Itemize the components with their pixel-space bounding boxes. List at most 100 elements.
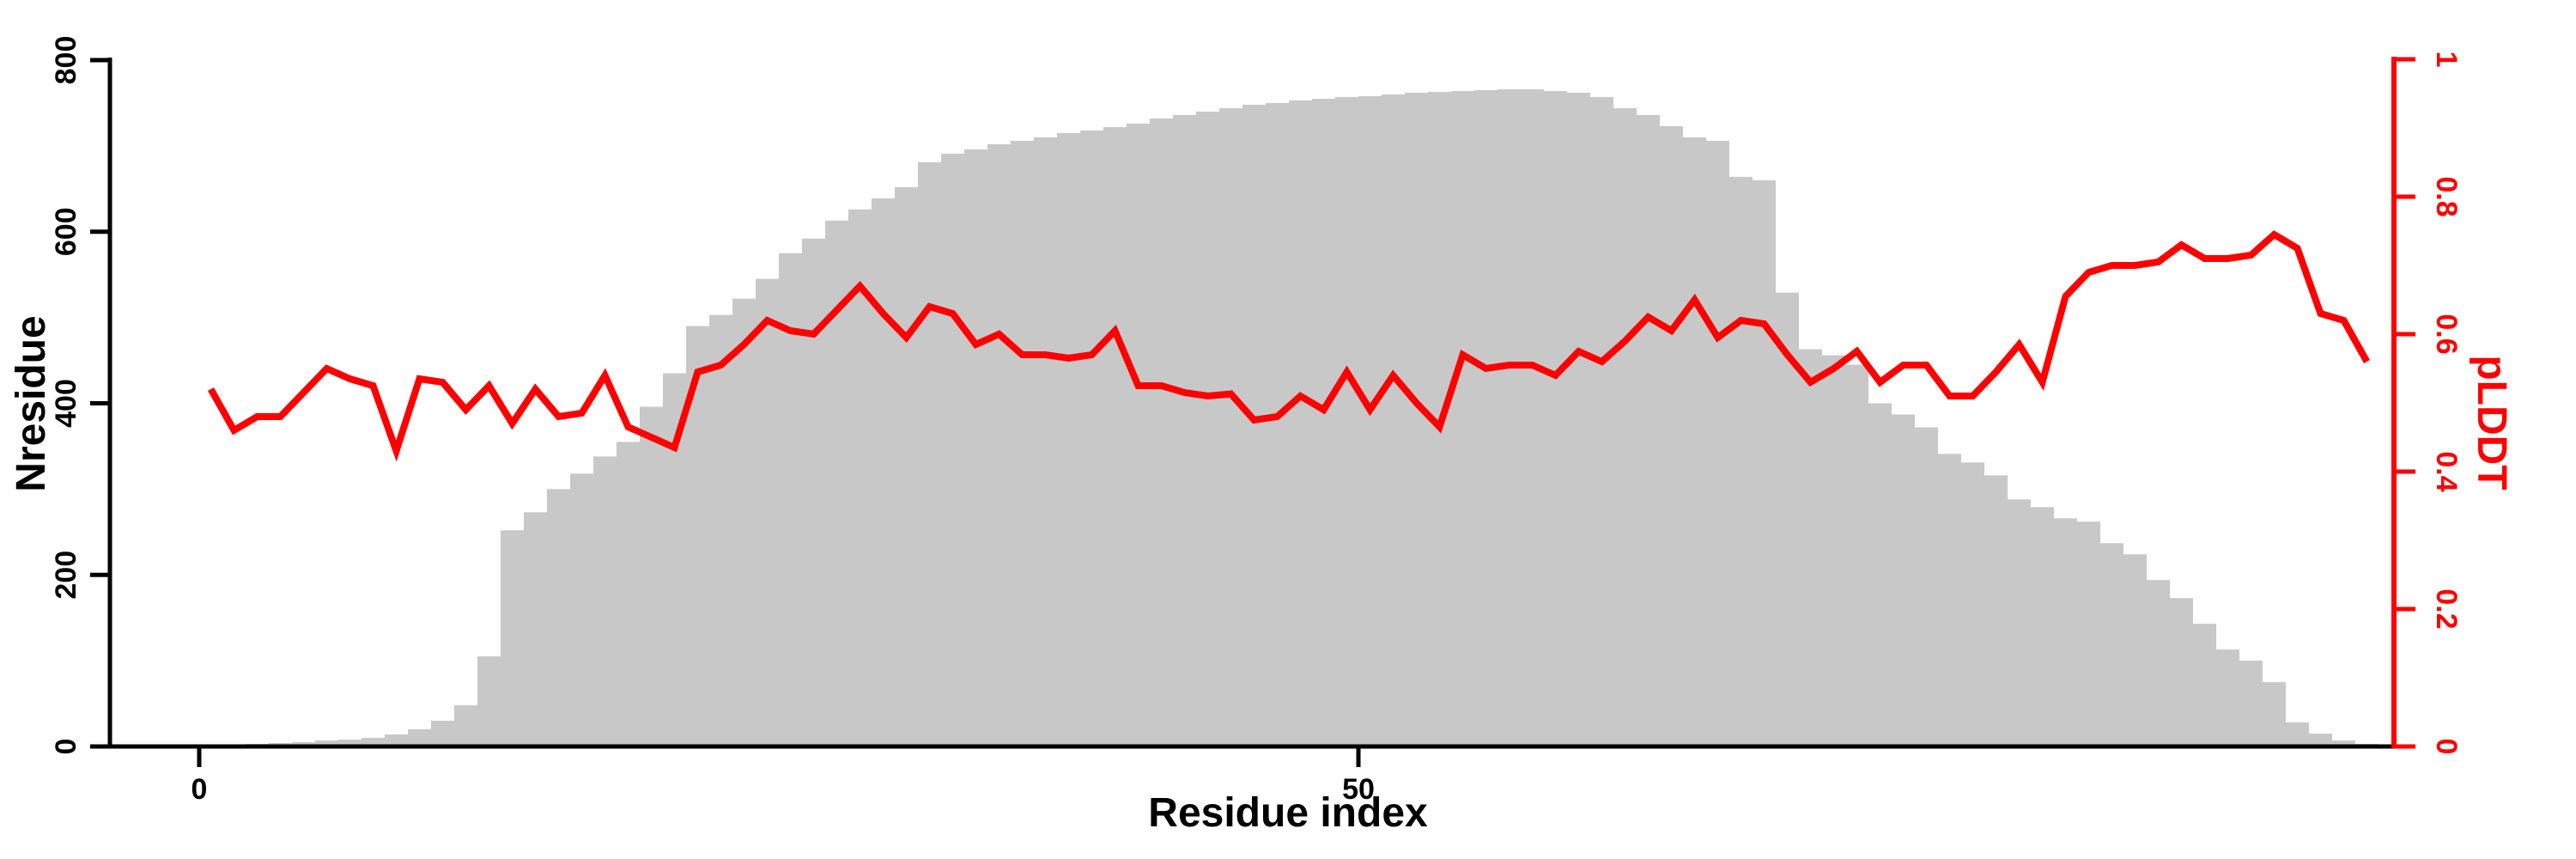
bar: [338, 740, 361, 746]
bar: [385, 734, 408, 746]
y-left-tick-label: 800: [50, 36, 82, 85]
bar: [315, 740, 338, 746]
bar: [1335, 96, 1358, 747]
bar: [2286, 722, 2309, 746]
y-right-tick-label: 0.6: [2430, 314, 2463, 354]
bar: [1011, 140, 1034, 746]
bar: [941, 153, 964, 746]
bar: [2332, 740, 2355, 746]
bar: [1660, 125, 1683, 746]
bar: [2100, 543, 2123, 746]
bar: [1034, 137, 1057, 746]
bar: [408, 729, 431, 746]
bar: [477, 656, 501, 746]
bar: [2054, 518, 2077, 746]
y-axis-right: 0 0.2 0.4 0.6 0.8 1: [2391, 52, 2463, 755]
bar: [2193, 624, 2216, 746]
bar: [709, 314, 732, 746]
x-axis: 0 50: [108, 744, 2415, 806]
bar: [501, 530, 524, 746]
bar: [1729, 176, 1753, 746]
bar: [570, 473, 593, 746]
x-tick-label: 0: [191, 773, 208, 806]
bar: [1289, 100, 1312, 746]
bar: [1474, 89, 1498, 747]
bar: [1799, 349, 1822, 746]
bar: [1498, 88, 1521, 746]
bar: [524, 512, 547, 746]
bar: [1150, 118, 1173, 747]
bar: [663, 373, 686, 746]
bar: [1683, 137, 1706, 746]
bar: [918, 161, 941, 746]
bar: [1312, 98, 1335, 747]
y-axis-right-title: pLDDT: [2469, 355, 2514, 490]
bar: [1753, 180, 1776, 746]
bar: [1822, 355, 1845, 746]
bar: [1358, 95, 1382, 746]
bar: [361, 738, 385, 746]
bar: [2263, 682, 2286, 746]
bar: [872, 198, 895, 746]
bar: [2309, 734, 2332, 746]
bar: [454, 705, 477, 746]
y-right-tick-label: 0.4: [2430, 451, 2463, 491]
y-left-tick-label: 200: [50, 551, 82, 600]
x-tick-label: 50: [1342, 773, 1375, 806]
bar: [895, 186, 918, 746]
bar: [1173, 114, 1196, 747]
bar: [2077, 521, 2100, 746]
y-axis-left: 0 200 400 600 800: [50, 36, 112, 755]
bar: [2170, 598, 2193, 746]
y-right-tick-label: 1: [2430, 52, 2463, 68]
bar: [1127, 123, 1150, 747]
bar: [2216, 649, 2239, 746]
bar: [2008, 499, 2031, 746]
bar: [1637, 114, 1660, 747]
bar: [1405, 92, 1428, 746]
bar: [1567, 92, 1590, 746]
bar: [640, 406, 663, 746]
bar: [547, 489, 570, 746]
bar: [1892, 414, 1915, 746]
bar: [1544, 90, 1567, 746]
bar: [1984, 475, 2008, 746]
plddt-line: [208, 230, 2370, 462]
y-axis-left-title: Nresidue: [9, 315, 54, 491]
bar: [1196, 111, 1219, 747]
bar: [1706, 140, 1729, 746]
bar: [1845, 364, 1868, 746]
y-left-tick-label: 400: [50, 379, 82, 428]
y-right-tick-label: 0.2: [2430, 588, 2463, 629]
y-left-tick-label: 0: [50, 739, 82, 755]
bar: [1961, 462, 1984, 746]
bar: [1868, 403, 1892, 746]
bar: [2239, 661, 2263, 746]
bar: [1938, 454, 1961, 746]
y-left-tick-label: 600: [50, 207, 82, 256]
bar: [2123, 554, 2147, 746]
bar: [987, 143, 1011, 746]
bar: [1590, 96, 1613, 747]
bar: [1382, 94, 1405, 746]
bar: [1103, 126, 1127, 747]
bar: [1915, 427, 1938, 746]
bar: [964, 149, 987, 746]
x-axis-title: Residue index: [1148, 790, 1428, 836]
bar: [1057, 132, 1080, 747]
bar: [2147, 580, 2170, 746]
bar: [732, 298, 756, 747]
bar: [1219, 107, 1242, 747]
bar: [617, 442, 640, 746]
bar: [1613, 107, 1637, 747]
bar: [1521, 88, 1544, 746]
nresidue-bars: [199, 88, 2379, 747]
bar: [779, 253, 802, 746]
bar: [1242, 104, 1266, 746]
bar: [756, 278, 779, 746]
y-right-tick-label: 0: [2430, 739, 2463, 755]
bar: [802, 238, 825, 746]
bar: [1451, 90, 1474, 746]
